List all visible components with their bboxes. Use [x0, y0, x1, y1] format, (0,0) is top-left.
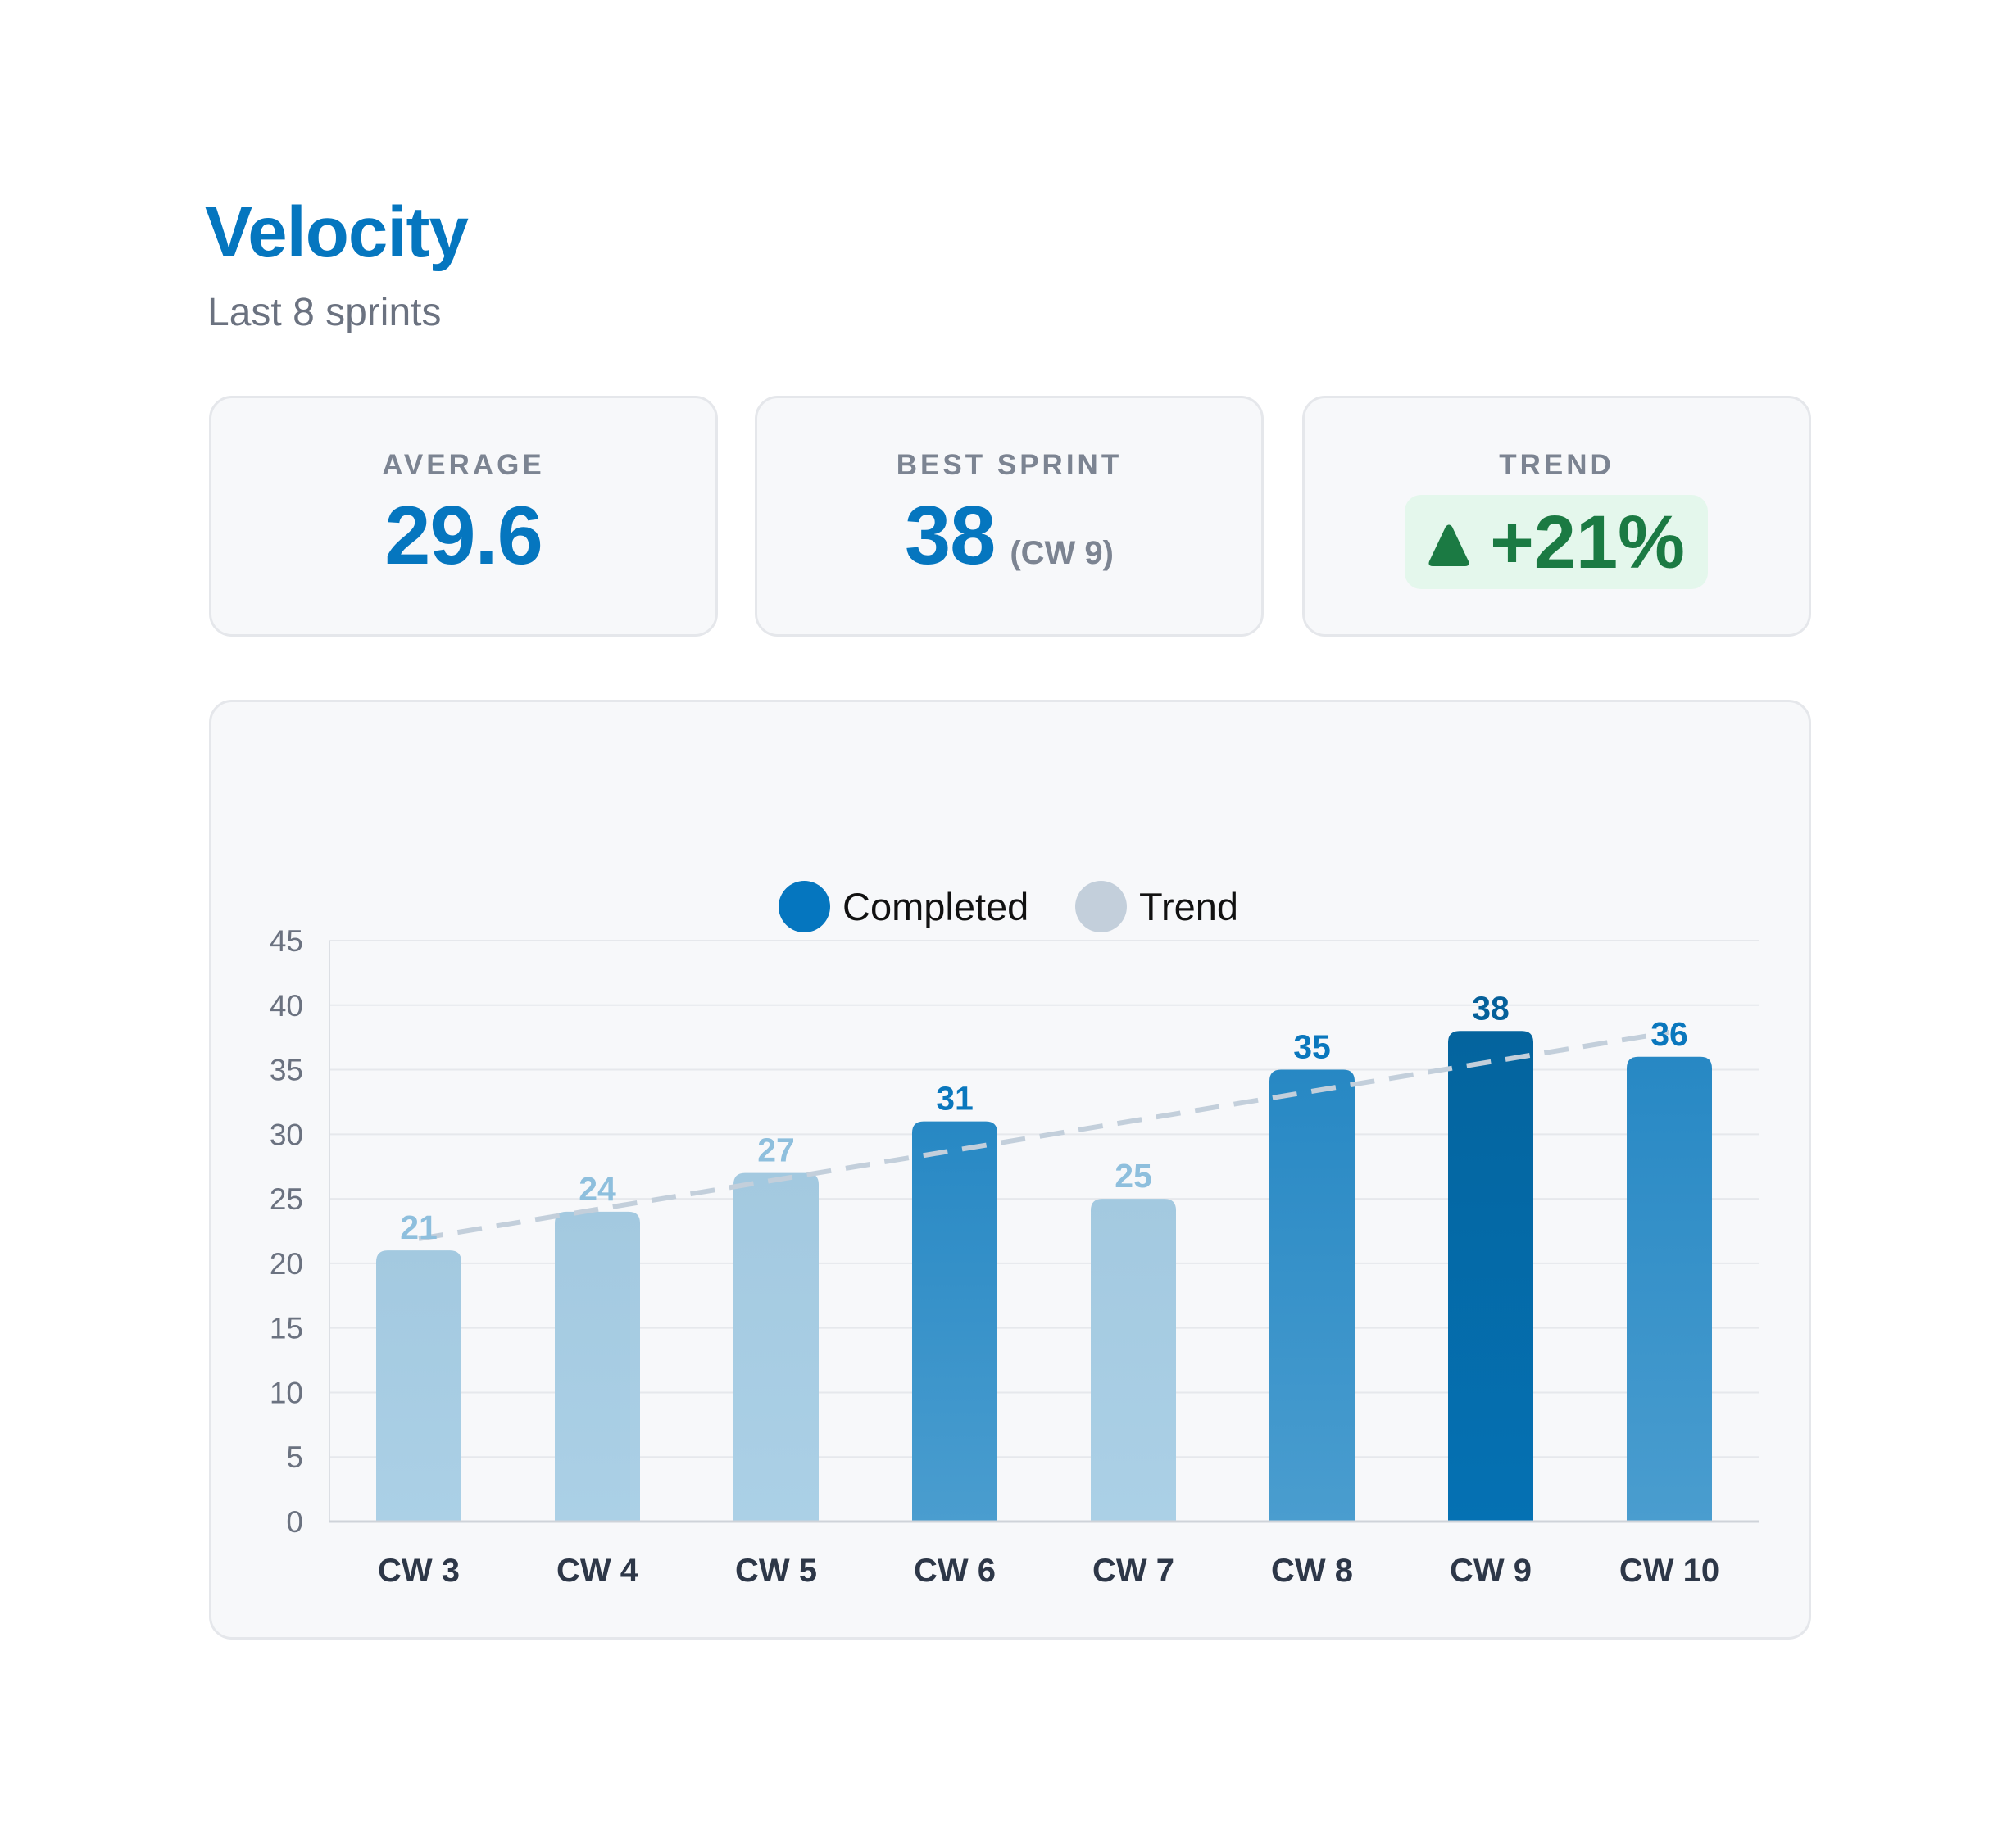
- bars: [376, 1031, 1712, 1522]
- legend-dot-icon: [779, 880, 830, 932]
- legend-label: Completed: [842, 884, 1029, 928]
- bar-value-label: 21: [400, 1209, 438, 1246]
- legend-dot-icon: [1075, 880, 1127, 932]
- x-tick-label: CW 10: [1619, 1553, 1719, 1589]
- y-axis-ticks: 0 5 10 15 20 25 30 35 40 45: [270, 924, 303, 1539]
- bar-value-label: 36: [1650, 1015, 1688, 1053]
- bar-value-label: 31: [936, 1080, 974, 1118]
- page-title: Velocity: [205, 193, 469, 272]
- x-axis-labels: CW 3 CW 4 CW 5 CW 6 CW 7 CW 8 CW 9 CW 10: [378, 1553, 1719, 1589]
- x-tick-label: CW 5: [735, 1553, 817, 1589]
- stat-value: 29.6: [384, 490, 543, 582]
- y-tick-label: 25: [270, 1182, 303, 1216]
- bar-value-label: 38: [1472, 989, 1510, 1027]
- stat-card-best-sprint: BEST SPRINT 38 (CW 9): [755, 396, 1264, 637]
- bar-cw-4[interactable]: [555, 1211, 640, 1522]
- x-tick-label: CW 9: [1450, 1553, 1532, 1589]
- trend-line: [418, 1029, 1670, 1241]
- chart-card: [209, 700, 1811, 1640]
- y-tick-label: 15: [270, 1312, 303, 1345]
- stat-card-trend: TREND +21%: [1302, 396, 1811, 637]
- value-labels: 21 24 27 31 25 35 38 36: [400, 989, 1688, 1246]
- x-tick-label: CW 8: [1271, 1553, 1353, 1589]
- stat-label: TREND: [1499, 449, 1614, 481]
- stat-value: 38: [905, 490, 996, 582]
- y-tick-label: 35: [270, 1054, 303, 1087]
- y-tick-label: 20: [270, 1247, 303, 1281]
- bar-cw-7[interactable]: [1091, 1199, 1176, 1522]
- y-tick-label: 40: [270, 989, 303, 1023]
- stat-label: AVERAGE: [382, 449, 545, 481]
- stat-card-average: AVERAGE 29.6: [209, 396, 718, 637]
- y-tick-label: 45: [270, 924, 303, 958]
- bar-cw-6[interactable]: [912, 1121, 997, 1522]
- bar-value-label: 27: [757, 1132, 795, 1169]
- legend-label: Trend: [1139, 884, 1239, 928]
- x-tick-label: CW 4: [556, 1553, 639, 1589]
- triangle-up-icon: [1428, 524, 1469, 566]
- bar-cw-8[interactable]: [1269, 1069, 1355, 1522]
- legend-item-trend[interactable]: Trend: [1075, 880, 1238, 932]
- trend-value: +21%: [1490, 500, 1685, 584]
- bar-value-label: 24: [579, 1170, 616, 1208]
- x-tick-label: CW 3: [378, 1553, 460, 1589]
- bar-value-label: 25: [1115, 1157, 1152, 1195]
- y-tick-label: 5: [286, 1440, 303, 1474]
- stat-detail: (CW 9): [1010, 535, 1114, 571]
- trend-badge: +21%: [1405, 495, 1708, 589]
- y-tick-label: 0: [286, 1505, 303, 1539]
- x-tick-label: CW 6: [914, 1553, 996, 1589]
- bar-cw-10[interactable]: [1627, 1056, 1712, 1522]
- grid-lines: [329, 940, 1759, 1458]
- page-subtitle: Last 8 sprints: [207, 291, 442, 334]
- bar-value-label: 35: [1293, 1028, 1331, 1066]
- legend-item-completed[interactable]: Completed: [779, 880, 1028, 932]
- y-tick-label: 10: [270, 1376, 303, 1409]
- stat-label: BEST SPRINT: [896, 449, 1123, 481]
- x-tick-label: CW 7: [1092, 1553, 1174, 1589]
- y-tick-label: 30: [270, 1118, 303, 1151]
- bar-cw-3[interactable]: [376, 1250, 461, 1522]
- bar-cw-9[interactable]: [1448, 1031, 1533, 1522]
- bar-cw-5[interactable]: [733, 1172, 819, 1522]
